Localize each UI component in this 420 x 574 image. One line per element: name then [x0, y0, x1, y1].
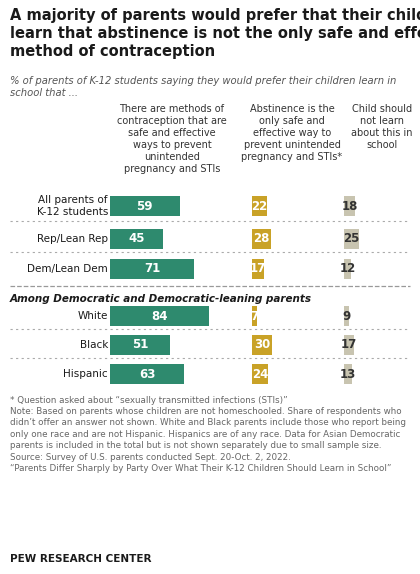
- Text: Black: Black: [80, 340, 108, 350]
- Bar: [252, 364, 268, 384]
- Text: * Question asked about “sexually transmitted infections (STIs)”: * Question asked about “sexually transmi…: [10, 396, 288, 405]
- Text: 59: 59: [136, 200, 153, 212]
- Bar: [252, 229, 271, 249]
- Text: Child should
not learn
about this in
school: Child should not learn about this in sch…: [351, 104, 413, 150]
- Bar: [110, 364, 184, 384]
- Text: 45: 45: [128, 232, 145, 246]
- Bar: [344, 229, 359, 249]
- Text: 17: 17: [249, 262, 266, 276]
- Text: 17: 17: [341, 339, 357, 351]
- Text: 12: 12: [339, 262, 356, 276]
- Text: Abstinence is the
only safe and
effective way to
prevent unintended
pregnancy an: Abstinence is the only safe and effectiv…: [241, 104, 343, 162]
- Text: PEW RESEARCH CENTER: PEW RESEARCH CENTER: [10, 554, 152, 564]
- Bar: [344, 196, 355, 216]
- Bar: [110, 229, 163, 249]
- Bar: [344, 306, 349, 326]
- Bar: [344, 259, 351, 279]
- Bar: [252, 306, 257, 326]
- Text: Note: Based on parents whose children are not homeschooled. Share of respondents: Note: Based on parents whose children ar…: [10, 407, 406, 473]
- Text: 7: 7: [250, 309, 258, 323]
- Text: Hispanic: Hispanic: [63, 369, 108, 379]
- Text: 71: 71: [144, 262, 160, 276]
- Text: 51: 51: [132, 339, 148, 351]
- Text: 24: 24: [252, 367, 268, 381]
- Text: 30: 30: [254, 339, 270, 351]
- Text: 9: 9: [343, 309, 351, 323]
- Bar: [252, 196, 267, 216]
- Bar: [110, 306, 209, 326]
- Text: 28: 28: [253, 232, 270, 246]
- Bar: [110, 259, 194, 279]
- Text: A majority of parents would prefer that their children
learn that abstinence is : A majority of parents would prefer that …: [10, 8, 420, 59]
- Bar: [110, 335, 170, 355]
- Text: There are methods of
contraception that are
safe and effective
ways to prevent
u: There are methods of contraception that …: [117, 104, 227, 174]
- Text: 63: 63: [139, 367, 155, 381]
- Text: 25: 25: [343, 232, 360, 246]
- Text: All parents of
K-12 students: All parents of K-12 students: [37, 195, 108, 217]
- Bar: [252, 259, 264, 279]
- Text: 22: 22: [251, 200, 268, 212]
- Bar: [344, 364, 352, 384]
- Bar: [252, 335, 273, 355]
- Text: % of parents of K-12 students saying they would prefer their children learn in
s: % of parents of K-12 students saying the…: [10, 76, 396, 98]
- Text: 84: 84: [151, 309, 168, 323]
- Text: 13: 13: [340, 367, 356, 381]
- Text: Dem/Lean Dem: Dem/Lean Dem: [27, 264, 108, 274]
- Bar: [110, 196, 180, 216]
- Bar: [344, 335, 354, 355]
- Text: 18: 18: [341, 200, 357, 212]
- Text: Among Democratic and Democratic-leaning parents: Among Democratic and Democratic-leaning …: [10, 294, 312, 304]
- Text: White: White: [78, 311, 108, 321]
- Text: Rep/Lean Rep: Rep/Lean Rep: [37, 234, 108, 244]
